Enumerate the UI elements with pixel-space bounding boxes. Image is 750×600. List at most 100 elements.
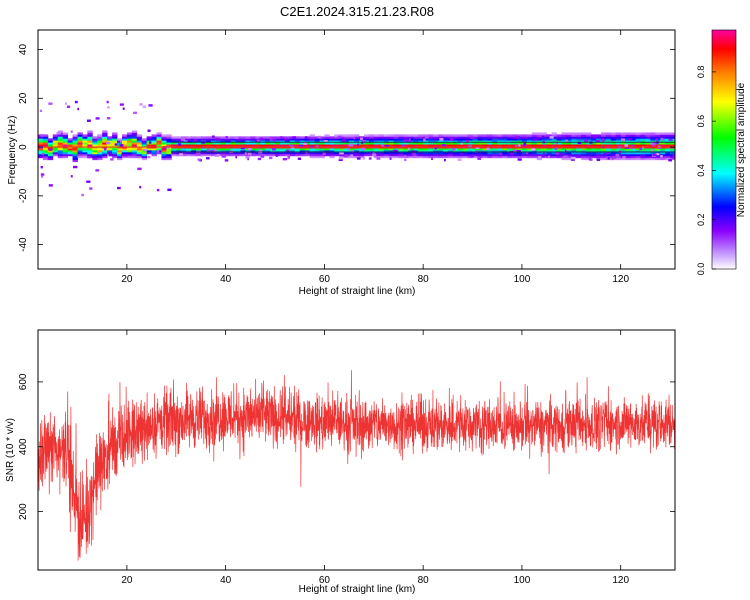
heatmap-cell [131,149,138,153]
heatmap-cell [166,142,172,145]
heatmap-cell [442,155,449,159]
heatmap-cell [655,155,661,159]
heatmap-cell [467,149,473,153]
heatmap-cell [591,138,597,141]
heatmap-speck [122,107,125,110]
heatmap-cell [630,157,636,161]
heatmap-cell [462,153,469,157]
heatmap-cell [447,148,454,151]
heatmap-speck [282,157,288,161]
heatmap-cell [670,134,675,137]
heatmap-speck [206,157,210,160]
heatmap-cell [47,144,54,147]
heatmap-speck [225,135,228,139]
heatmap-cell [516,134,523,137]
heatmap-cell [161,136,167,139]
heatmap-cell [502,149,508,153]
heatmap-speck [74,100,78,104]
heatmap-cell [670,142,675,145]
heatmap-cell [620,142,627,145]
heatmap-cell [344,136,350,139]
heatmap-cell [418,148,424,151]
heatmap-cell [660,136,666,139]
heatmap-speck [337,135,342,139]
heatmap-cell [329,144,335,147]
heatmap-cell [452,142,459,145]
heatmap-cell [265,153,271,157]
heatmap-cell [151,140,157,143]
heatmap-cell [615,157,622,161]
heatmap-cell [92,149,98,153]
heatmap-cell [309,134,315,137]
heatmap-cell [447,142,454,145]
heatmap-speck [452,148,456,151]
heatmap-cell [77,148,83,151]
colorbar-tick-label: 0.6 [696,115,706,128]
heatmap-cell [42,138,49,141]
heatmap-cell [625,149,631,153]
y-tick-label: -40 [18,237,29,252]
heatmap-cell [581,144,587,147]
heatmap-speck [89,187,93,190]
heatmap-cell [136,140,143,143]
heatmap-cell [452,144,459,147]
heatmap-speck [627,137,632,141]
heatmap-cell [368,134,375,137]
heatmap-cell [655,138,661,141]
heatmap-cell [107,136,113,139]
heatmap-cell [235,153,241,157]
heatmap-speck [214,154,219,157]
heatmap-cell [166,155,172,159]
heatmap-cell [610,134,617,137]
heatmap-cell [531,132,538,135]
heatmap-cell [151,144,157,147]
heatmap-cell [82,134,88,137]
heatmap-speck [615,153,620,157]
heatmap-cell [117,149,123,153]
heatmap-cell [467,138,473,141]
heatmap-cell [378,149,385,153]
heatmap-cell [630,149,636,153]
heatmap-cell [595,134,602,137]
heatmap-cell [423,142,429,145]
heatmap-cell [635,153,641,157]
heatmap-cell [437,149,444,153]
heatmap-speck [356,157,361,160]
heatmap-cell [265,144,271,147]
heatmap-cell [225,140,231,143]
heatmap-cell [492,148,498,151]
heatmap-cell [561,149,567,153]
heatmap-cell [309,148,315,151]
heatmap-cell [235,138,241,141]
heatmap-cell [220,138,227,141]
heatmap-speck [322,152,326,156]
heatmap-speck [159,134,162,137]
heatmap-cell [640,140,646,143]
heatmap-cell [107,151,113,155]
heatmap-cell [47,153,54,157]
heatmap-cell [171,138,177,141]
heatmap-speck [119,144,124,147]
heatmap-cell [171,148,177,151]
heatmap-cell [146,144,152,147]
heatmap-cell [373,148,380,151]
heatmap-speck [156,188,160,192]
heatmap-speck [411,152,417,156]
heatmap-speck [361,141,364,144]
heatmap-cell [408,148,414,151]
heatmap-cell [423,149,429,153]
heatmap-cell [670,153,675,157]
heatmap-speck [372,153,377,156]
heatmap-cell [368,136,375,139]
heatmap-cell [102,136,108,139]
heatmap-cell [546,148,552,151]
heatmap-cell [72,157,78,161]
heatmap-cell [418,155,424,159]
heatmap-speck [554,152,560,155]
heatmap-cell [235,144,241,147]
heatmap-cell [541,144,548,147]
heatmap-cell [52,149,59,153]
y-tick-label: -20 [18,188,29,203]
heatmap-cell [600,136,607,139]
heatmap-cell [186,138,192,141]
